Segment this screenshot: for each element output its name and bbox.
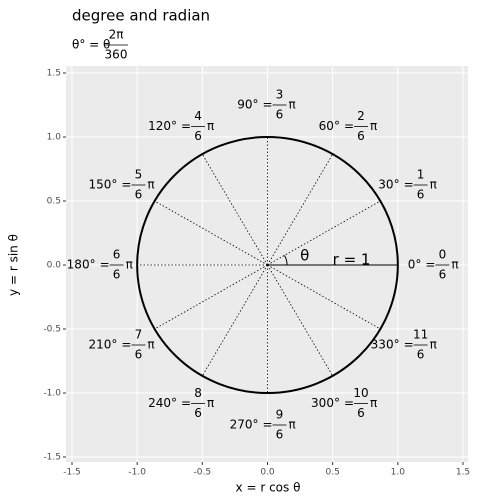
denominator: 6: [276, 108, 284, 122]
numerator: 5: [135, 168, 143, 182]
equals: =: [100, 258, 110, 272]
x-tick-label: 0.0: [260, 468, 275, 478]
pi: π: [430, 178, 437, 192]
equals: =: [344, 119, 354, 133]
x-axis-label: x = r cos θ: [236, 481, 301, 495]
numerator: 4: [194, 109, 202, 123]
subtitle-numerator: 2π: [109, 28, 124, 42]
numerator: 7: [135, 328, 143, 342]
spoke: [267, 200, 381, 266]
theta-label: θ: [300, 247, 309, 265]
x-tick-label: 1.0: [391, 468, 406, 478]
equals: =: [263, 418, 273, 432]
degree-label: 240°: [148, 396, 177, 410]
degree-label: 0°: [408, 258, 422, 272]
radius-label: r = 1: [333, 250, 371, 268]
pi: π: [147, 338, 154, 352]
denominator: 6: [357, 406, 365, 420]
denominator: 6: [135, 188, 143, 202]
y-tick-label: 0.0: [47, 261, 62, 271]
spoke: [154, 264, 268, 330]
numerator: 10: [353, 386, 368, 400]
x-tick-label: -0.5: [194, 468, 212, 478]
degree-label: 150°: [89, 178, 118, 192]
y-tick-label: 0.5: [47, 197, 61, 207]
denominator: 6: [113, 268, 121, 282]
pi: π: [147, 178, 154, 192]
y-tick-label: 1.5: [47, 69, 61, 79]
denominator: 6: [194, 129, 202, 143]
spoke: [154, 200, 268, 266]
pi: π: [430, 338, 437, 352]
chart-title: degree and radian: [72, 7, 210, 25]
spoke: [201, 264, 268, 377]
denominator: 6: [357, 129, 365, 143]
numerator: 0: [439, 248, 447, 262]
degree-label: 120°: [148, 119, 177, 133]
degree-label: 270°: [230, 418, 259, 432]
x-tick-label: 1.5: [456, 468, 470, 478]
degree-label: 180°: [67, 258, 96, 272]
denominator: 6: [417, 188, 425, 202]
pi: π: [370, 119, 377, 133]
degree-label: 300°: [311, 396, 340, 410]
numerator: 3: [276, 88, 284, 102]
y-tick-label: -1.5: [43, 453, 61, 463]
numerator: 1: [417, 168, 425, 182]
equals: =: [263, 98, 273, 112]
spoke: [201, 153, 268, 266]
x-tick-label: -1.5: [63, 468, 81, 478]
degree-label: 210°: [89, 338, 118, 352]
degree-label: 60°: [319, 119, 340, 133]
angle-arc: [283, 255, 288, 266]
equals: =: [404, 338, 414, 352]
pi: π: [289, 418, 296, 432]
degree-label: 30°: [378, 178, 399, 192]
equals: =: [404, 178, 414, 192]
numerator: 8: [194, 386, 202, 400]
y-axis-label: y = r sin θ: [7, 234, 21, 296]
x-tick-label: 0.5: [326, 468, 340, 478]
equals: =: [121, 178, 131, 192]
pi: π: [289, 98, 296, 112]
equals: =: [181, 396, 191, 410]
spoke: [267, 264, 381, 330]
denominator: 6: [194, 406, 202, 420]
y-tick-label: -0.5: [43, 325, 61, 335]
pi: π: [451, 258, 458, 272]
y-tick-label: -1.0: [43, 389, 61, 399]
denominator: 6: [439, 268, 447, 282]
unit-circle: [136, 136, 399, 394]
denominator: 6: [276, 428, 284, 442]
equals: =: [181, 119, 191, 133]
equals: =: [344, 396, 354, 410]
pi: π: [207, 119, 214, 133]
spoke: [267, 264, 334, 377]
subtitle-lhs: θ° = θ: [72, 38, 110, 52]
numerator: 2: [357, 109, 365, 123]
equals: =: [425, 258, 435, 272]
pi: π: [370, 396, 377, 410]
numerator: 11: [413, 328, 428, 342]
equals: =: [121, 338, 131, 352]
degree-label: 330°: [371, 338, 400, 352]
y-tick-label: 1.0: [47, 133, 62, 143]
spoke: [267, 153, 334, 266]
x-tick-label: -1.0: [128, 468, 146, 478]
denominator: 6: [135, 348, 143, 362]
denominator: 6: [417, 348, 425, 362]
subtitle-denominator: 360: [105, 48, 128, 62]
numerator: 9: [276, 408, 284, 422]
pi: π: [207, 396, 214, 410]
pi: π: [126, 258, 133, 272]
numerator: 6: [113, 248, 121, 262]
degree-label: 90°: [237, 98, 258, 112]
